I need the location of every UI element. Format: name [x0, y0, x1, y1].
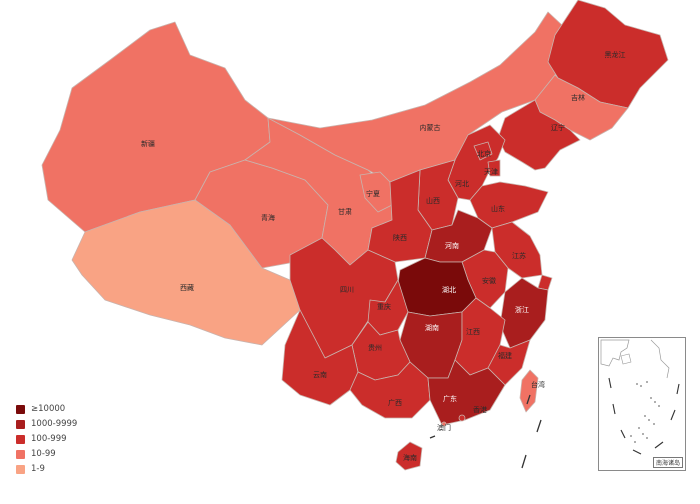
province-beijing[interactable]	[473, 141, 493, 161]
label-fujian: 福建	[498, 351, 512, 360]
label-jiangsu: 江苏	[512, 251, 526, 260]
legend-item[interactable]: ≥10000	[16, 402, 136, 416]
label-gansu: 甘肃	[338, 207, 352, 216]
province-jilin[interactable]	[534, 74, 629, 141]
legend-label: 1000-9999	[31, 419, 78, 429]
inset-boundary-dashes	[608, 377, 680, 455]
legend-item[interactable]: 1-9	[16, 462, 136, 476]
province-liaoning[interactable]	[497, 99, 581, 171]
legend-item[interactable]: 100-999	[16, 432, 136, 446]
label-guangdong: 广东	[443, 394, 457, 403]
inset-map-svg	[600, 339, 680, 455]
label-sichuan: 四川	[340, 286, 354, 294]
label-macau: 澳门	[437, 423, 451, 432]
legend-label: 100-999	[31, 434, 67, 444]
inset-island	[620, 353, 632, 365]
map-legend: ≥10000 1000-9999 100-999 10-99 1-9	[16, 402, 136, 477]
label-tianjin: 天津	[484, 168, 498, 176]
label-heilongjiang: 黑龙江	[605, 50, 626, 59]
label-jilin: 吉林	[571, 93, 585, 102]
province-macau[interactable]	[441, 421, 447, 427]
label-ningxia: 宁夏	[366, 189, 380, 198]
label-xizang: 西藏	[180, 283, 194, 292]
province-taiwan[interactable]	[519, 369, 539, 413]
province-hongkong[interactable]	[458, 414, 466, 422]
label-hebei: 河北	[455, 180, 469, 188]
province-tianjin[interactable]	[487, 159, 501, 177]
legend-swatch	[16, 449, 25, 459]
province-shaanxi[interactable]	[367, 169, 433, 263]
label-taiwan: 台湾	[531, 380, 545, 389]
legend-item[interactable]: 10-99	[16, 447, 136, 461]
label-shanxi: 山西	[426, 196, 440, 205]
legend-swatch	[16, 464, 25, 474]
province-yunnan[interactable]	[281, 309, 359, 406]
province-guangdong[interactable]	[427, 359, 506, 426]
legend-label: ≥10000	[31, 404, 66, 414]
sea-boundary-dashes	[429, 394, 542, 469]
legend-label: 1-9	[31, 464, 45, 474]
label-beijing: 北京	[477, 149, 491, 158]
label-qinghai: 青海	[261, 213, 275, 222]
label-shaanxi: 陕西	[393, 233, 407, 242]
legend-swatch	[16, 419, 25, 429]
label-hubei: 湖北	[442, 285, 456, 294]
legend-label: 10-99	[31, 449, 56, 459]
label-guangxi: 广西	[388, 398, 402, 407]
inset-islands	[630, 381, 660, 443]
inset-label: 南海诸岛	[652, 457, 683, 468]
label-chongqing: 重庆	[377, 302, 391, 311]
label-zhejiang: 浙江	[515, 305, 529, 314]
south-china-sea-inset: 南海诸岛	[598, 337, 686, 471]
label-xinjiang: 新疆	[141, 139, 155, 148]
legend-item[interactable]: 1000-9999	[16, 417, 136, 431]
label-shandong: 山东	[491, 204, 505, 213]
label-hainan: 海南	[403, 453, 417, 462]
label-neimenggu: 内蒙古	[420, 123, 441, 132]
province-zhejiang[interactable]	[499, 277, 549, 349]
label-liaoning: 辽宁	[551, 123, 565, 132]
legend-swatch	[16, 434, 25, 444]
legend-swatch	[16, 404, 25, 414]
label-henan: 河南	[445, 241, 459, 250]
label-hunan: 湖南	[425, 323, 439, 332]
province-shanghai[interactable]	[537, 274, 553, 291]
label-yunnan: 云南	[313, 370, 327, 379]
province-hainan[interactable]	[395, 441, 423, 471]
label-jiangxi: 江西	[466, 328, 480, 336]
label-guizhou: 贵州	[368, 343, 382, 352]
label-hongkong: 香港	[473, 405, 487, 414]
label-anhui: 安徽	[482, 276, 496, 285]
inset-coastline	[600, 339, 630, 367]
inset-coastline	[650, 339, 670, 379]
